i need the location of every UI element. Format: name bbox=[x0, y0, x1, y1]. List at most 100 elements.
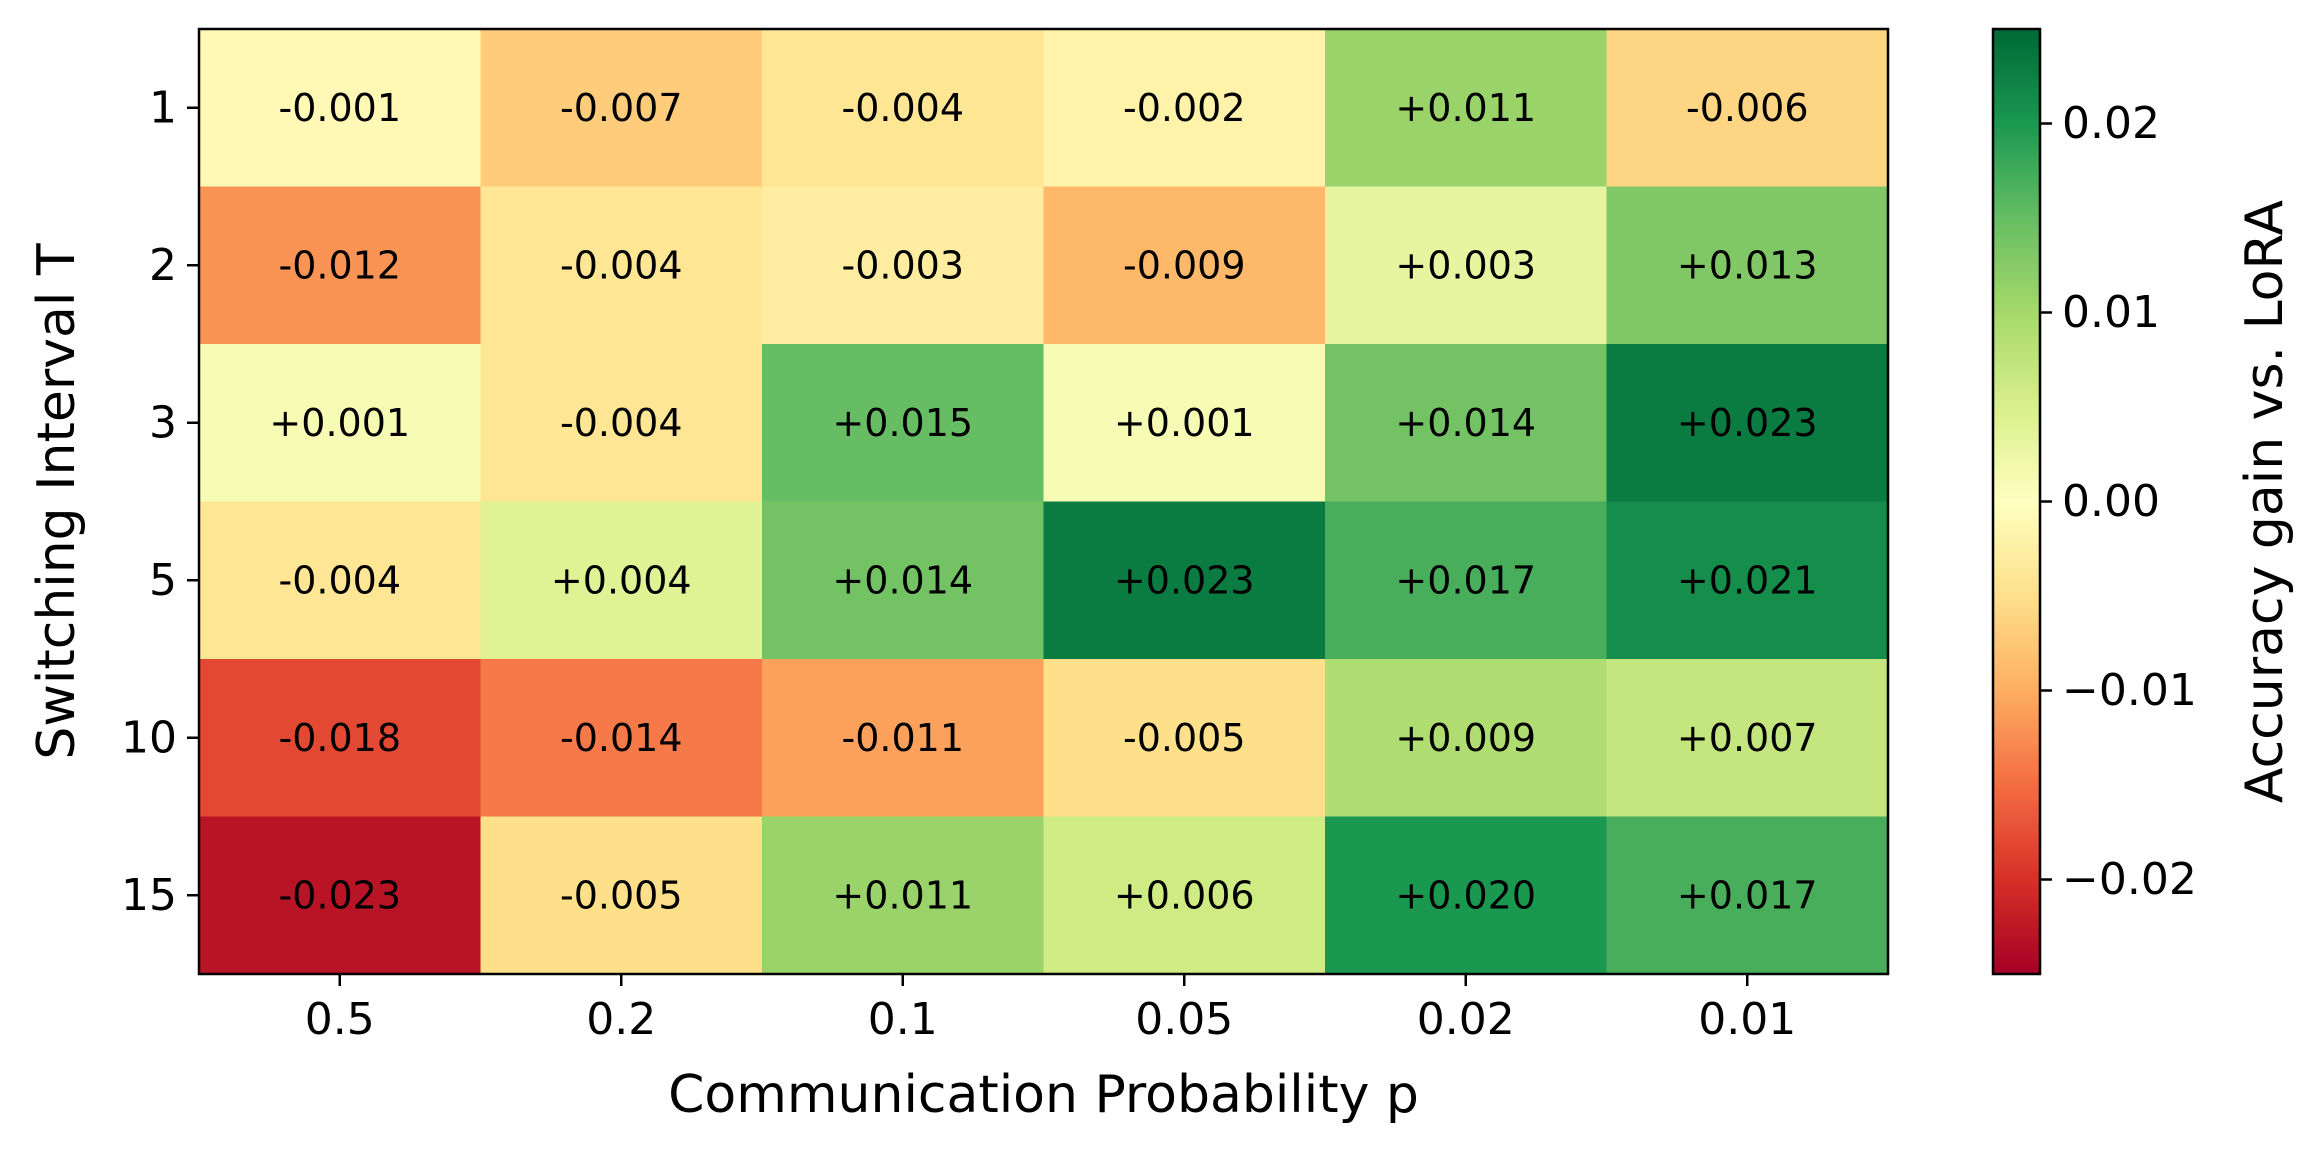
heatmap-cell bbox=[480, 816, 763, 975]
cell-value-label: -0.011 bbox=[842, 716, 965, 760]
cell-value-label: +0.017 bbox=[1395, 558, 1536, 602]
heatmap-cell bbox=[480, 344, 763, 502]
x-axis-ticks: 0.5 0.2 0.1 0.05 0.02 0.01 bbox=[305, 974, 1796, 1045]
x-tick-label: 0.01 bbox=[1698, 994, 1796, 1045]
cell-value-label: +0.011 bbox=[832, 873, 973, 917]
plot-frame bbox=[197, 27, 1890, 976]
cell-value-label: -0.018 bbox=[279, 716, 402, 760]
cell-value-label: -0.014 bbox=[560, 716, 683, 760]
heatmap-cell bbox=[762, 186, 1044, 345]
heatmap-cell bbox=[480, 501, 763, 660]
heatmap-cells: -0.001 -0.007 -0.004 -0.002 +0.011 -0.006 -0.0… bbox=[199, 29, 1889, 975]
cell-value-label: +0.009 bbox=[1395, 716, 1536, 760]
cell-value-label: +0.020 bbox=[1395, 873, 1536, 917]
y-axis-ticks: 1 2 3 5 10 15 bbox=[121, 82, 199, 921]
cell-value-label: +0.004 bbox=[551, 558, 692, 602]
colorbar-tick-label: −0.02 bbox=[2062, 854, 2197, 905]
colorbar-tick-label: 0.02 bbox=[2062, 98, 2160, 149]
y-tick-label: 2 bbox=[149, 240, 177, 291]
heatmap-cell bbox=[1606, 659, 1889, 817]
colorbar-tick-label: −0.01 bbox=[2062, 665, 2197, 716]
heatmap-cell bbox=[762, 816, 1044, 975]
cell-value-label: +0.003 bbox=[1395, 243, 1536, 287]
cell-value-label: +0.014 bbox=[1395, 401, 1536, 445]
cell-value-label: -0.007 bbox=[560, 86, 683, 130]
cell-value-label: -0.004 bbox=[560, 243, 683, 287]
heatmap-cell bbox=[1606, 501, 1889, 660]
cell-value-label: -0.001 bbox=[279, 86, 402, 130]
heatmap-cell bbox=[1606, 816, 1889, 975]
cell-value-label: +0.023 bbox=[1114, 558, 1255, 602]
cell-value-label: +0.007 bbox=[1677, 716, 1818, 760]
cell-value-label: -0.012 bbox=[279, 243, 402, 287]
heatmap-cell bbox=[199, 816, 481, 975]
heatmap-cell bbox=[199, 29, 481, 187]
heatmap-cell bbox=[480, 29, 763, 187]
cell-value-label: -0.009 bbox=[1123, 243, 1246, 287]
x-tick-label: 0.5 bbox=[305, 994, 375, 1045]
heatmap-cell bbox=[1043, 29, 1326, 187]
colorbar-gradient bbox=[1993, 29, 2040, 974]
cell-value-label: +0.017 bbox=[1677, 873, 1818, 917]
cell-value-label: -0.003 bbox=[842, 243, 965, 287]
cell-value-label: -0.005 bbox=[1123, 716, 1246, 760]
cell-value-label: -0.002 bbox=[1123, 86, 1246, 130]
cell-value-label: -0.023 bbox=[279, 873, 402, 917]
heatmap-cell bbox=[1325, 29, 1607, 187]
heatmap-cell bbox=[762, 29, 1044, 187]
heatmap-cell bbox=[1043, 344, 1326, 502]
colorbar-label: Accuracy gain vs. LoRA bbox=[2235, 200, 2295, 804]
y-tick-label: 3 bbox=[149, 397, 177, 448]
heatmap-cell bbox=[480, 659, 763, 817]
heatmap-cell bbox=[1325, 344, 1607, 502]
x-tick-label: 0.02 bbox=[1417, 994, 1515, 1045]
colorbar-ticks: 0.02 0.01 0.00 −0.01 −0.02 bbox=[2040, 98, 2197, 905]
cell-value-label: +0.006 bbox=[1114, 873, 1255, 917]
colorbar: 0.02 0.01 0.00 −0.01 −0.02 bbox=[1991, 27, 2197, 976]
y-axis-label: Switching Interval T bbox=[27, 243, 87, 760]
heatmap-cell bbox=[762, 659, 1044, 817]
heatmap-cell bbox=[1043, 501, 1326, 660]
cell-value-label: -0.004 bbox=[842, 86, 965, 130]
heatmap-cell bbox=[1325, 816, 1607, 975]
cell-value-label: +0.021 bbox=[1677, 558, 1818, 602]
heatmap-cell bbox=[1606, 344, 1889, 502]
cell-value-label: -0.005 bbox=[560, 873, 683, 917]
cell-value-label: -0.006 bbox=[1686, 86, 1809, 130]
y-tick-label: 5 bbox=[149, 555, 177, 606]
heatmap-cell bbox=[762, 344, 1044, 502]
x-tick-label: 0.2 bbox=[586, 994, 656, 1045]
x-axis-label: Communication Probability p bbox=[668, 1065, 1419, 1125]
heatmap-cell bbox=[1325, 186, 1607, 345]
cell-value-label: +0.015 bbox=[832, 401, 973, 445]
heatmap-cell bbox=[1606, 29, 1889, 187]
y-tick-label: 1 bbox=[149, 82, 177, 133]
y-tick-label: 15 bbox=[121, 870, 177, 921]
heatmap-cell bbox=[1043, 816, 1326, 975]
heatmap-cell bbox=[199, 501, 481, 660]
heatmap-cell bbox=[1043, 186, 1326, 345]
cell-value-label: +0.013 bbox=[1677, 243, 1818, 287]
heatmap-cell bbox=[199, 659, 481, 817]
cell-value-label: +0.001 bbox=[1114, 401, 1255, 445]
cell-value-label: +0.023 bbox=[1677, 401, 1818, 445]
y-tick-label: 10 bbox=[121, 712, 177, 763]
colorbar-tick-label: 0.00 bbox=[2062, 476, 2160, 527]
cell-value-label: -0.004 bbox=[279, 558, 402, 602]
colorbar-tick-label: 0.01 bbox=[2062, 287, 2160, 338]
heatmap-cell bbox=[199, 186, 481, 345]
heatmap-cell bbox=[480, 186, 763, 345]
heatmap-cell bbox=[1606, 186, 1889, 345]
heatmap-cell bbox=[1325, 659, 1607, 817]
cell-value-label: +0.001 bbox=[269, 401, 410, 445]
heatmap-cell bbox=[762, 501, 1044, 660]
heatmap-cell bbox=[1043, 659, 1326, 817]
cell-value-label: +0.011 bbox=[1395, 86, 1536, 130]
heatmap-cell bbox=[199, 344, 481, 502]
x-tick-label: 0.05 bbox=[1135, 994, 1233, 1045]
x-tick-label: 0.1 bbox=[868, 994, 938, 1045]
cell-value-label: -0.004 bbox=[560, 401, 683, 445]
heatmap-cell bbox=[1325, 501, 1607, 660]
cell-value-label: +0.014 bbox=[832, 558, 973, 602]
